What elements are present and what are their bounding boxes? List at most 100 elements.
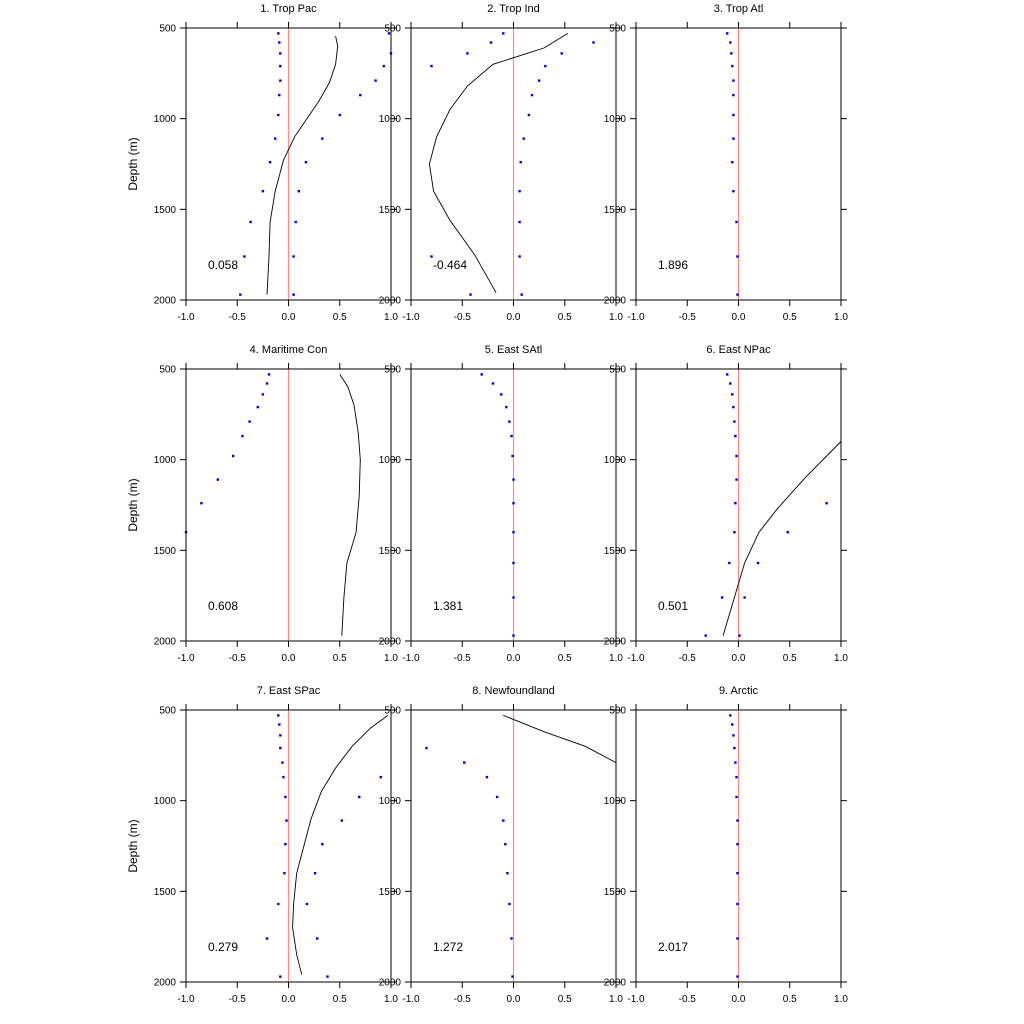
- x-tick-label: 0.5: [333, 312, 347, 323]
- panel-title: 1. Trop Pac: [260, 3, 317, 15]
- data-point: [520, 293, 523, 296]
- data-point: [265, 382, 269, 385]
- data-point: [743, 596, 746, 599]
- data-point: [506, 872, 509, 875]
- data-point: [278, 93, 281, 97]
- data-point: [726, 32, 729, 35]
- data-point: [304, 161, 308, 164]
- data-point: [512, 478, 515, 481]
- y-tick-label: 1500: [379, 546, 402, 557]
- panel-value-label: 0.279: [208, 940, 238, 954]
- x-tick-label: 1.0: [834, 312, 848, 323]
- data-point: [358, 795, 361, 799]
- y-tick-label: 500: [609, 706, 626, 717]
- data-point: [502, 819, 505, 822]
- data-point: [733, 531, 736, 534]
- data-point: [735, 478, 738, 481]
- data-point: [248, 420, 251, 423]
- data-point: [279, 746, 282, 750]
- data-point: [239, 293, 242, 296]
- data-point: [374, 79, 377, 82]
- x-tick-label: -1.0: [627, 312, 645, 323]
- x-tick-label: 0.5: [783, 312, 797, 323]
- data-point: [736, 819, 739, 822]
- data-point: [537, 79, 541, 82]
- data-point: [729, 41, 732, 44]
- data-point: [728, 561, 731, 565]
- y-tick-label: 2000: [604, 296, 627, 307]
- data-point: [518, 220, 521, 224]
- profile-line: [292, 715, 389, 975]
- panel-title: 5. East SAtl: [485, 344, 542, 356]
- y-tick-label: 1000: [604, 455, 627, 466]
- data-point: [359, 93, 362, 97]
- data-point: [511, 975, 514, 978]
- x-tick-label: 0.5: [783, 653, 797, 664]
- data-point: [321, 843, 324, 846]
- x-tick-label: -0.5: [229, 312, 247, 323]
- y-tick-label: 1500: [154, 205, 177, 216]
- x-tick-label: -0.5: [229, 653, 247, 664]
- data-point: [485, 775, 489, 779]
- x-tick-label: 0.0: [282, 653, 296, 664]
- x-tick-label: -0.5: [454, 653, 472, 664]
- data-point: [379, 775, 382, 779]
- profile-line: [503, 714, 617, 763]
- data-point: [274, 137, 277, 140]
- y-tick-label: 2000: [379, 637, 402, 648]
- panel-8: -1.0 -0.5 0.0 0.5 1.0 500 1000 1500 2000 8. Newfo…: [379, 685, 624, 1005]
- y-tick-label: 1000: [379, 455, 402, 466]
- y-tick-label: 2000: [154, 637, 177, 648]
- data-point: [512, 531, 515, 534]
- x-tick-label: 0.0: [732, 312, 746, 323]
- y-tick-label: 1500: [604, 546, 627, 557]
- data-point: [732, 734, 735, 737]
- data-point: [469, 293, 472, 296]
- data-point: [786, 531, 789, 534]
- data-point: [518, 190, 521, 193]
- x-tick-label: 1.0: [609, 994, 623, 1005]
- x-tick-label: 0.5: [333, 994, 347, 1005]
- data-point: [726, 373, 729, 376]
- x-tick-label: -1.0: [627, 653, 645, 664]
- x-tick-label: -1.0: [177, 312, 195, 323]
- data-point: [278, 41, 281, 44]
- data-point: [241, 434, 244, 438]
- x-tick-label: 1.0: [609, 653, 623, 664]
- data-point: [338, 113, 341, 117]
- data-point: [283, 872, 286, 875]
- y-tick-label: 1500: [379, 205, 402, 216]
- x-tick-label: -1.0: [627, 994, 645, 1005]
- data-point: [734, 502, 737, 505]
- data-point: [510, 937, 513, 940]
- data-point: [277, 32, 280, 35]
- x-tick-label: 1.0: [834, 653, 848, 664]
- x-tick-label: -0.5: [229, 994, 247, 1005]
- data-point: [508, 420, 511, 423]
- data-point: [387, 32, 391, 35]
- data-point: [756, 561, 760, 565]
- y-tick-label: 2000: [154, 978, 177, 989]
- data-point: [277, 113, 280, 117]
- y-tick-label: 2000: [379, 296, 402, 307]
- x-tick-label: -1.0: [177, 994, 195, 1005]
- panel-value-label: 0.058: [208, 258, 238, 272]
- y-tick-label: 1000: [154, 114, 177, 125]
- y-tick-label: 500: [384, 24, 401, 35]
- y-tick-label: 1000: [379, 796, 402, 807]
- data-point: [466, 52, 469, 55]
- data-point: [284, 843, 287, 846]
- y-tick-label: 500: [384, 365, 401, 376]
- data-point: [736, 872, 739, 875]
- data-point: [736, 255, 739, 258]
- x-tick-label: 0.0: [507, 312, 521, 323]
- data-point: [512, 596, 515, 599]
- x-tick-label: 0.0: [732, 994, 746, 1005]
- panel-value-label: 1.896: [658, 258, 688, 272]
- data-point: [282, 775, 285, 779]
- data-point: [704, 634, 707, 637]
- data-point: [736, 902, 739, 906]
- panel-title: 2. Trop Ind: [487, 3, 540, 15]
- x-tick-label: -0.5: [679, 653, 697, 664]
- data-point: [200, 502, 203, 505]
